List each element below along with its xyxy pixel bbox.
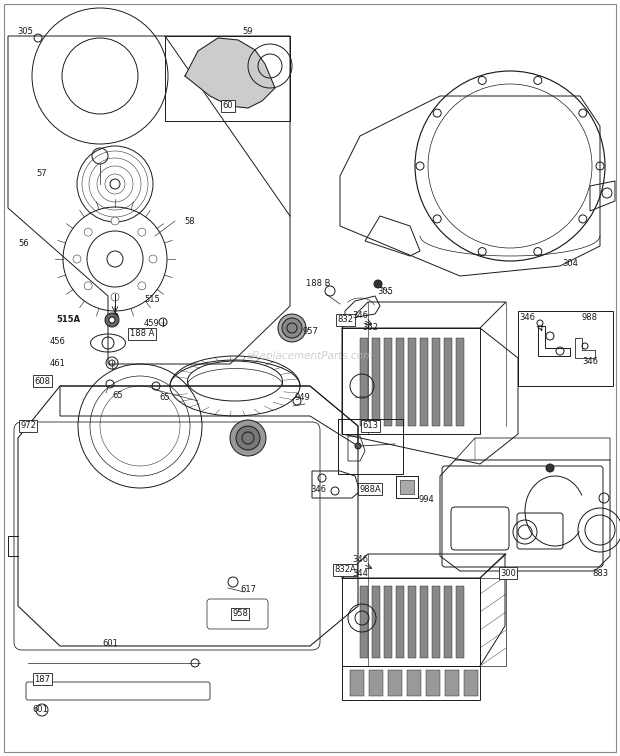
Circle shape (73, 255, 81, 263)
Circle shape (278, 314, 306, 342)
Bar (342, 666, 480, 700)
Circle shape (84, 282, 92, 290)
Bar (372, 586, 380, 658)
Bar (396, 476, 418, 498)
Bar (388, 670, 402, 696)
Circle shape (109, 317, 115, 323)
Text: 832A: 832A (334, 565, 356, 575)
Bar (420, 338, 428, 426)
Circle shape (236, 426, 260, 450)
Bar (408, 338, 416, 426)
Bar (456, 338, 464, 426)
Text: 188 B: 188 B (306, 280, 330, 289)
Bar (372, 338, 380, 426)
Bar (350, 670, 364, 696)
Text: 958: 958 (232, 609, 248, 618)
Text: 188 A: 188 A (130, 330, 154, 339)
Text: 515A: 515A (56, 315, 80, 324)
Text: 56: 56 (19, 240, 29, 249)
Text: 59: 59 (243, 26, 253, 36)
Bar (360, 586, 368, 658)
Bar (400, 480, 414, 494)
Text: 346: 346 (352, 311, 368, 321)
Text: 346: 346 (519, 314, 535, 323)
Text: 617: 617 (240, 585, 256, 594)
Bar (407, 670, 421, 696)
Circle shape (105, 313, 119, 327)
Text: 344: 344 (352, 569, 368, 578)
Bar (360, 338, 368, 426)
Bar (342, 578, 480, 666)
Bar (456, 586, 464, 658)
Bar (432, 338, 440, 426)
Bar (396, 338, 404, 426)
Text: eReplacementParts.com: eReplacementParts.com (246, 351, 374, 361)
Bar (420, 586, 428, 658)
Text: 65: 65 (113, 392, 123, 401)
Text: 58: 58 (185, 216, 195, 225)
Text: 832: 832 (337, 315, 353, 324)
Text: 949: 949 (294, 394, 310, 402)
Text: 461: 461 (50, 358, 66, 367)
Bar (444, 586, 452, 658)
Text: 187: 187 (34, 674, 50, 683)
Circle shape (374, 280, 382, 288)
Text: 994: 994 (418, 495, 434, 504)
Text: 304: 304 (562, 259, 578, 268)
Bar (480, 578, 506, 666)
Text: 515: 515 (144, 295, 160, 303)
Circle shape (149, 255, 157, 263)
Circle shape (138, 282, 146, 290)
Text: 459: 459 (144, 318, 160, 327)
Bar (432, 586, 440, 658)
Circle shape (230, 420, 266, 456)
Text: 957: 957 (302, 327, 318, 336)
Text: 300: 300 (500, 569, 516, 578)
Text: 346: 346 (582, 357, 598, 365)
Text: 972: 972 (20, 422, 36, 430)
Bar (165, 36, 290, 121)
Text: 65: 65 (160, 394, 171, 402)
Circle shape (546, 464, 554, 472)
Bar (338, 419, 403, 474)
Circle shape (282, 318, 302, 338)
Text: 60: 60 (223, 101, 233, 110)
Text: 57: 57 (37, 169, 47, 178)
Bar (408, 586, 416, 658)
Circle shape (112, 313, 118, 319)
Text: 362: 362 (362, 324, 378, 333)
Text: 883: 883 (592, 569, 608, 578)
Text: 456: 456 (50, 336, 66, 345)
Text: 613: 613 (362, 422, 378, 430)
Circle shape (84, 228, 92, 236)
Circle shape (138, 228, 146, 236)
Bar (342, 328, 480, 434)
Text: 346: 346 (352, 556, 368, 565)
Text: 305: 305 (17, 26, 33, 36)
Bar (369, 670, 383, 696)
Bar (384, 586, 392, 658)
Bar (464, 670, 478, 696)
Bar (426, 670, 440, 696)
Circle shape (111, 217, 119, 225)
Bar (384, 338, 392, 426)
Polygon shape (185, 38, 275, 108)
Text: 601: 601 (32, 705, 48, 714)
Circle shape (355, 443, 361, 449)
Bar (445, 670, 459, 696)
Circle shape (111, 293, 119, 301)
Text: 988A: 988A (359, 485, 381, 494)
Text: 988: 988 (582, 314, 598, 323)
Text: 601: 601 (102, 640, 118, 649)
Bar (444, 338, 452, 426)
Text: 346: 346 (310, 485, 326, 494)
Bar (396, 586, 404, 658)
Bar (518, 311, 613, 386)
Text: 305: 305 (377, 287, 393, 296)
Text: 608: 608 (34, 376, 50, 386)
